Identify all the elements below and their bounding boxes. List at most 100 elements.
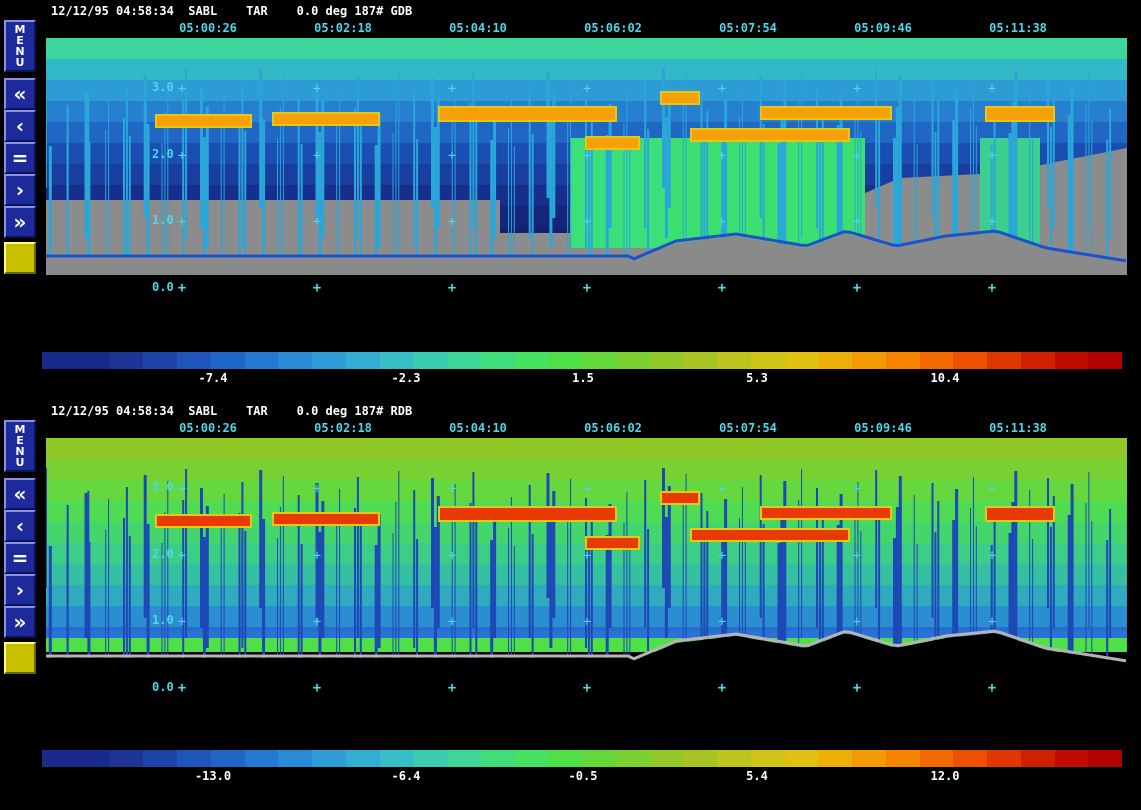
grid-marker: + — [852, 280, 862, 296]
height-label: 3.0 — [152, 80, 174, 94]
echo-streak — [431, 478, 434, 608]
colorbar-swatch — [548, 352, 582, 369]
fast-rewind-button[interactable]: « — [4, 78, 36, 110]
grid-marker: + — [447, 680, 457, 696]
gdb-range-time-plot[interactable]: + + + + + + + + + + + + + + + + + + + + + — [46, 38, 1127, 275]
echo-streak — [1011, 502, 1015, 675]
menu-letter: U — [15, 456, 25, 469]
echo-streak — [990, 545, 993, 675]
grid-marker: + — [988, 614, 996, 630]
echo-streak — [223, 494, 225, 675]
echo-streak — [590, 516, 593, 668]
colorbar-swatch — [1054, 750, 1089, 767]
echo-streak — [472, 472, 475, 628]
echo-streak — [893, 138, 896, 275]
time-label: 05:06:02 — [584, 21, 642, 35]
ground-return — [46, 233, 1127, 275]
echo-streak — [66, 134, 68, 275]
echo-streak — [392, 533, 394, 675]
echo-streak — [262, 119, 266, 258]
echo-streak — [48, 146, 52, 275]
echo-streak — [105, 530, 107, 675]
colorbar-swatch — [919, 352, 954, 369]
fast-forward-button[interactable]: » — [4, 606, 36, 638]
grid-marker: + — [853, 148, 861, 164]
signal-band — [46, 59, 1127, 81]
menu-letter: M — [14, 423, 26, 436]
colorbar-swatch — [379, 750, 414, 767]
grid-marker: + — [178, 481, 186, 497]
echo-streak — [161, 143, 163, 275]
echo-streak — [739, 518, 740, 675]
echo-streak — [413, 490, 416, 648]
echo-streak — [164, 512, 166, 675]
echo-streak — [528, 485, 531, 638]
cloud-layer — [274, 514, 378, 524]
colorbar-swatch — [852, 352, 886, 369]
step-back-icon: ‹ — [15, 114, 25, 138]
time-label: 05:09:46 — [854, 21, 912, 35]
panel-header: 12/12/95 04:58:34 SABL TAR 0.0 deg 187# … — [51, 4, 413, 18]
echo-streak — [955, 89, 959, 275]
echo-streak — [356, 77, 359, 238]
menu-letter: N — [15, 445, 25, 458]
grid-marker: + — [583, 81, 591, 97]
cloud-layer — [440, 508, 615, 520]
echo-streak — [475, 121, 478, 275]
echo-streak — [724, 99, 728, 275]
cloud-layer — [157, 116, 250, 126]
echo-streak — [185, 469, 188, 638]
step-back-button[interactable]: ‹ — [4, 510, 36, 542]
grid-marker: + — [853, 81, 861, 97]
step-forward-button[interactable]: › — [4, 574, 36, 606]
echo-streak — [798, 100, 800, 268]
height-label: 0.0 — [152, 680, 174, 694]
step-forward-icon: › — [15, 178, 25, 202]
time-label: 05:11:38 — [989, 21, 1047, 35]
step-forward-button[interactable]: › — [4, 174, 36, 206]
grid-marker: + — [988, 81, 996, 97]
pause-button[interactable]: = — [4, 142, 36, 174]
echo-streak — [377, 514, 381, 648]
echo-streak — [161, 543, 163, 675]
grid-marker: + — [178, 548, 186, 564]
grid-marker: + — [988, 481, 996, 497]
echo-streak — [436, 96, 440, 228]
echo-streak — [469, 503, 472, 658]
echo-streak — [759, 75, 762, 218]
echo-streak — [664, 517, 668, 638]
echo-streak — [895, 507, 899, 675]
echo-streak — [1088, 472, 1090, 628]
echo-streak — [244, 131, 247, 275]
grid-marker: + — [177, 280, 187, 296]
echo-streak — [1049, 527, 1052, 658]
echo-streak — [816, 488, 818, 628]
time-label: 05:02:18 — [314, 421, 372, 435]
step-back-button[interactable]: ‹ — [4, 110, 36, 142]
echo-streak — [528, 85, 531, 238]
color-select-button[interactable] — [4, 242, 36, 274]
colorbar-swatch — [1054, 352, 1089, 369]
colorbar-swatch — [514, 750, 549, 767]
echo-streak — [854, 513, 856, 675]
fast-rewind-button[interactable]: « — [4, 478, 36, 510]
echo-streak — [706, 111, 709, 258]
colorbar-swatch — [953, 352, 987, 369]
time-label: 05:06:02 — [584, 421, 642, 435]
echo-streak — [490, 540, 494, 668]
echo-streak — [454, 84, 456, 268]
echo-streak — [662, 68, 665, 188]
echo-streak — [741, 487, 743, 658]
grid-marker: + — [718, 214, 726, 230]
time-label: 05:00:26 — [179, 21, 237, 35]
color-select-button[interactable] — [4, 642, 36, 674]
echo-streak — [223, 94, 225, 275]
grid-marker: + — [178, 81, 186, 97]
rdb-range-time-plot[interactable]: + + + + + + + + + + + + + + + + + + + + + — [46, 438, 1127, 675]
pause-button[interactable]: = — [4, 542, 36, 574]
echo-streak — [664, 117, 668, 238]
echo-streak — [1109, 509, 1112, 638]
fast-forward-button[interactable]: » — [4, 206, 36, 238]
